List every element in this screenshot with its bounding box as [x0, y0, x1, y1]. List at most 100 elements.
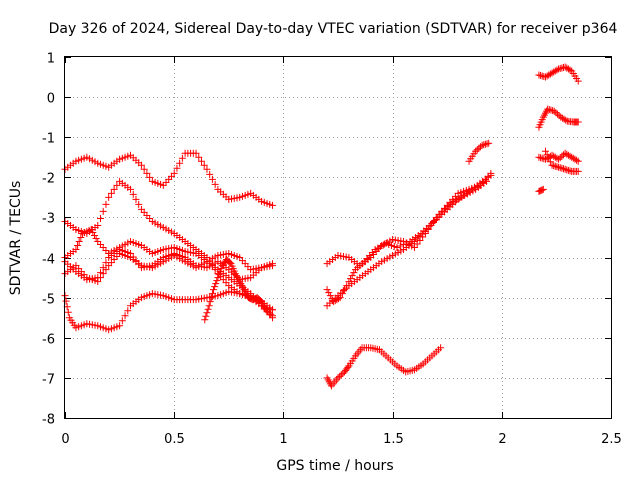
data-point: [127, 250, 135, 258]
data-point: [473, 146, 481, 154]
data-point: [573, 156, 581, 164]
data-point: [480, 141, 488, 149]
data-point: [564, 166, 572, 174]
data-point: [226, 259, 234, 267]
y-axis-label: SDTVAR / TECUs: [8, 181, 24, 296]
data-point: [344, 363, 352, 371]
data-point: [393, 244, 401, 252]
data-point: [94, 221, 102, 229]
data-point: [559, 151, 567, 159]
x-tick-label: 1: [279, 432, 287, 447]
data-point: [129, 253, 137, 261]
data-point: [559, 165, 567, 173]
series-track-c: [61, 225, 276, 322]
data-point: [558, 152, 566, 160]
data-point: [74, 242, 82, 250]
data-point: [105, 193, 113, 201]
y-axis-ticks: 1 0 -1 -2 -3 -4 -5 -6 -7 -8: [42, 52, 611, 428]
data-point: [113, 181, 121, 189]
data-point: [566, 66, 574, 74]
series-track-e: [61, 246, 276, 284]
plot-frame: [64, 56, 612, 419]
data-point: [206, 170, 214, 178]
data-point: [574, 157, 582, 165]
data-point: [143, 169, 151, 177]
data-point: [483, 140, 491, 148]
data-point: [217, 265, 225, 273]
data-point: [552, 109, 560, 117]
data-point: [215, 271, 223, 279]
data-point: [192, 149, 200, 157]
x-axis-label: GPS time / hours: [276, 458, 393, 474]
data-point: [124, 307, 132, 315]
data-point: [99, 207, 107, 215]
data-point: [118, 317, 126, 325]
data-point: [267, 310, 275, 318]
data-point: [538, 186, 546, 194]
data-point: [545, 106, 553, 114]
data-point: [555, 65, 563, 73]
data-point: [540, 73, 548, 81]
data-point: [176, 159, 184, 167]
data-point: [541, 147, 549, 155]
data-point: [341, 286, 349, 294]
data-point: [212, 280, 220, 288]
data-point: [210, 286, 218, 294]
y-tick-label: -3: [42, 212, 55, 227]
data-point: [472, 147, 480, 155]
data-point: [334, 374, 342, 382]
data-point: [211, 180, 219, 188]
series-track-h: [323, 169, 495, 270]
data-markers: [61, 63, 582, 390]
data-point: [107, 189, 115, 197]
data-point: [213, 277, 221, 285]
data-point: [337, 371, 345, 379]
data-point: [92, 235, 100, 243]
data-point: [146, 173, 154, 181]
data-point: [553, 66, 561, 74]
series-track-a: [61, 149, 276, 209]
data-point: [205, 302, 213, 310]
data-point: [132, 257, 140, 265]
data-point: [203, 165, 211, 173]
data-point: [262, 306, 270, 314]
data-point: [547, 106, 555, 114]
data-point: [556, 65, 564, 73]
series-track-q: [535, 185, 547, 195]
data-point: [537, 154, 545, 162]
data-point: [211, 283, 219, 291]
data-point: [483, 177, 491, 185]
y-tick-label: 1: [47, 52, 55, 67]
series-track-j: [323, 177, 491, 306]
data-point: [574, 77, 582, 85]
data-point: [75, 238, 83, 246]
data-point: [563, 166, 571, 174]
x-tick-label: 2: [498, 432, 506, 447]
data-point: [216, 268, 224, 276]
data-point: [545, 154, 553, 162]
data-point: [485, 139, 493, 147]
data-point: [475, 144, 483, 152]
data-point: [348, 272, 356, 280]
data-point: [562, 116, 570, 124]
data-point: [62, 297, 70, 305]
data-point: [116, 322, 124, 330]
data-point: [200, 161, 208, 169]
data-point: [202, 312, 210, 320]
data-point: [129, 190, 137, 198]
data-point: [336, 372, 344, 380]
data-point: [396, 242, 404, 250]
x-tick-label: 0: [61, 432, 69, 447]
data-point: [345, 278, 353, 286]
data-point: [410, 244, 418, 252]
data-point: [96, 269, 104, 277]
series-track-f: [61, 288, 276, 334]
data-point: [94, 274, 102, 282]
data-point: [208, 290, 216, 298]
data-point: [400, 241, 408, 249]
series-track-m: [535, 63, 582, 85]
data-point: [556, 154, 564, 162]
data-point: [135, 260, 143, 268]
data-point: [178, 154, 186, 162]
data-point: [137, 161, 145, 169]
